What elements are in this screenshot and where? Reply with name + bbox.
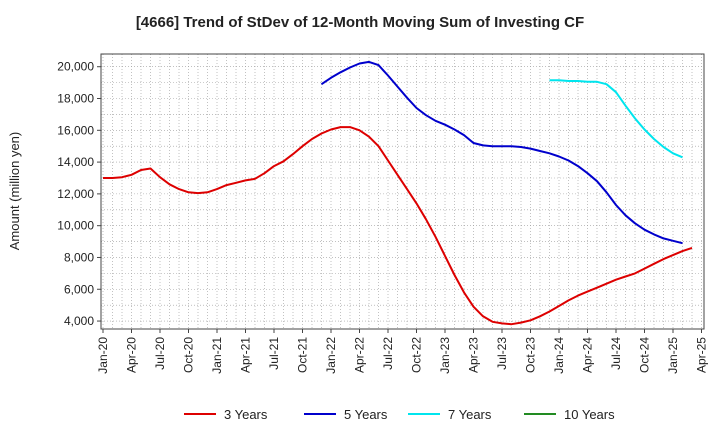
x-tick-label: Oct-23: [524, 337, 538, 373]
y-tick-label: 18,000: [57, 92, 94, 106]
legend-label: 3 Years: [224, 407, 268, 422]
plot-frame: [100, 53, 705, 330]
x-tick-label: Jul-22: [381, 337, 395, 370]
x-tick-label: Jan-20: [96, 337, 110, 374]
x-tick-label: Apr-20: [125, 337, 139, 373]
y-tick-label: 6,000: [64, 282, 94, 296]
x-tick-label: Jan-22: [324, 337, 338, 374]
y-tick-label: 16,000: [57, 123, 94, 137]
y-tick-label: 10,000: [57, 219, 94, 233]
x-tick-label: Apr-21: [239, 337, 253, 373]
x-tick-label: Jul-20: [153, 337, 167, 370]
legend-label: 7 Years: [448, 407, 492, 422]
series-line-3-years: [103, 126, 693, 326]
grid-lines: [101, 54, 704, 329]
y-tick-label: 12,000: [57, 187, 94, 201]
y-axis-title: Amount (million yen): [7, 132, 22, 251]
y-tick-label: 20,000: [57, 60, 94, 74]
x-tick-label: Apr-22: [353, 337, 367, 373]
x-tick-label: Oct-20: [182, 337, 196, 373]
x-tick-label: Apr-24: [581, 337, 595, 373]
series-line-7-years: [549, 79, 683, 159]
chart-title: [4666] Trend of StDev of 12-Month Moving…: [135, 14, 585, 31]
x-tick-label: Jan-25: [666, 337, 680, 374]
x-tick-label: Jul-23: [495, 337, 509, 370]
x-tick-label: Jan-21: [210, 337, 224, 374]
y-tick-label: 4,000: [64, 314, 94, 328]
legend-label: 10 Years: [564, 407, 615, 422]
x-tick-label: Jan-24: [552, 337, 566, 374]
y-tick-label: 8,000: [64, 250, 94, 264]
x-tick-label: Oct-21: [296, 337, 310, 373]
legend: 3 Years 5 Years 7 Years 10 Years: [184, 407, 615, 422]
x-tick-label: Jul-24: [609, 337, 623, 370]
series-line-5-years: [320, 60, 683, 245]
x-tick-label: Apr-23: [467, 337, 481, 373]
x-tick-label: Jan-23: [438, 337, 452, 374]
y-axis-ticks: 4,000 6,000 8,000 10,000 12,000 14,000 16,000 1…: [57, 60, 101, 328]
x-tick-label: Apr-25: [695, 337, 709, 373]
legend-label: 5 Years: [344, 407, 388, 422]
x-axis-ticks: Jan-20 Apr-20 Jul-20 Oct-20 Jan-21 Apr-21 Jul-…: [96, 329, 709, 374]
series-lines: [103, 60, 693, 326]
x-tick-label: Oct-22: [410, 337, 424, 373]
x-tick-label: Oct-24: [638, 337, 652, 373]
y-tick-label: 14,000: [57, 155, 94, 169]
x-tick-label: Jul-21: [267, 337, 281, 370]
